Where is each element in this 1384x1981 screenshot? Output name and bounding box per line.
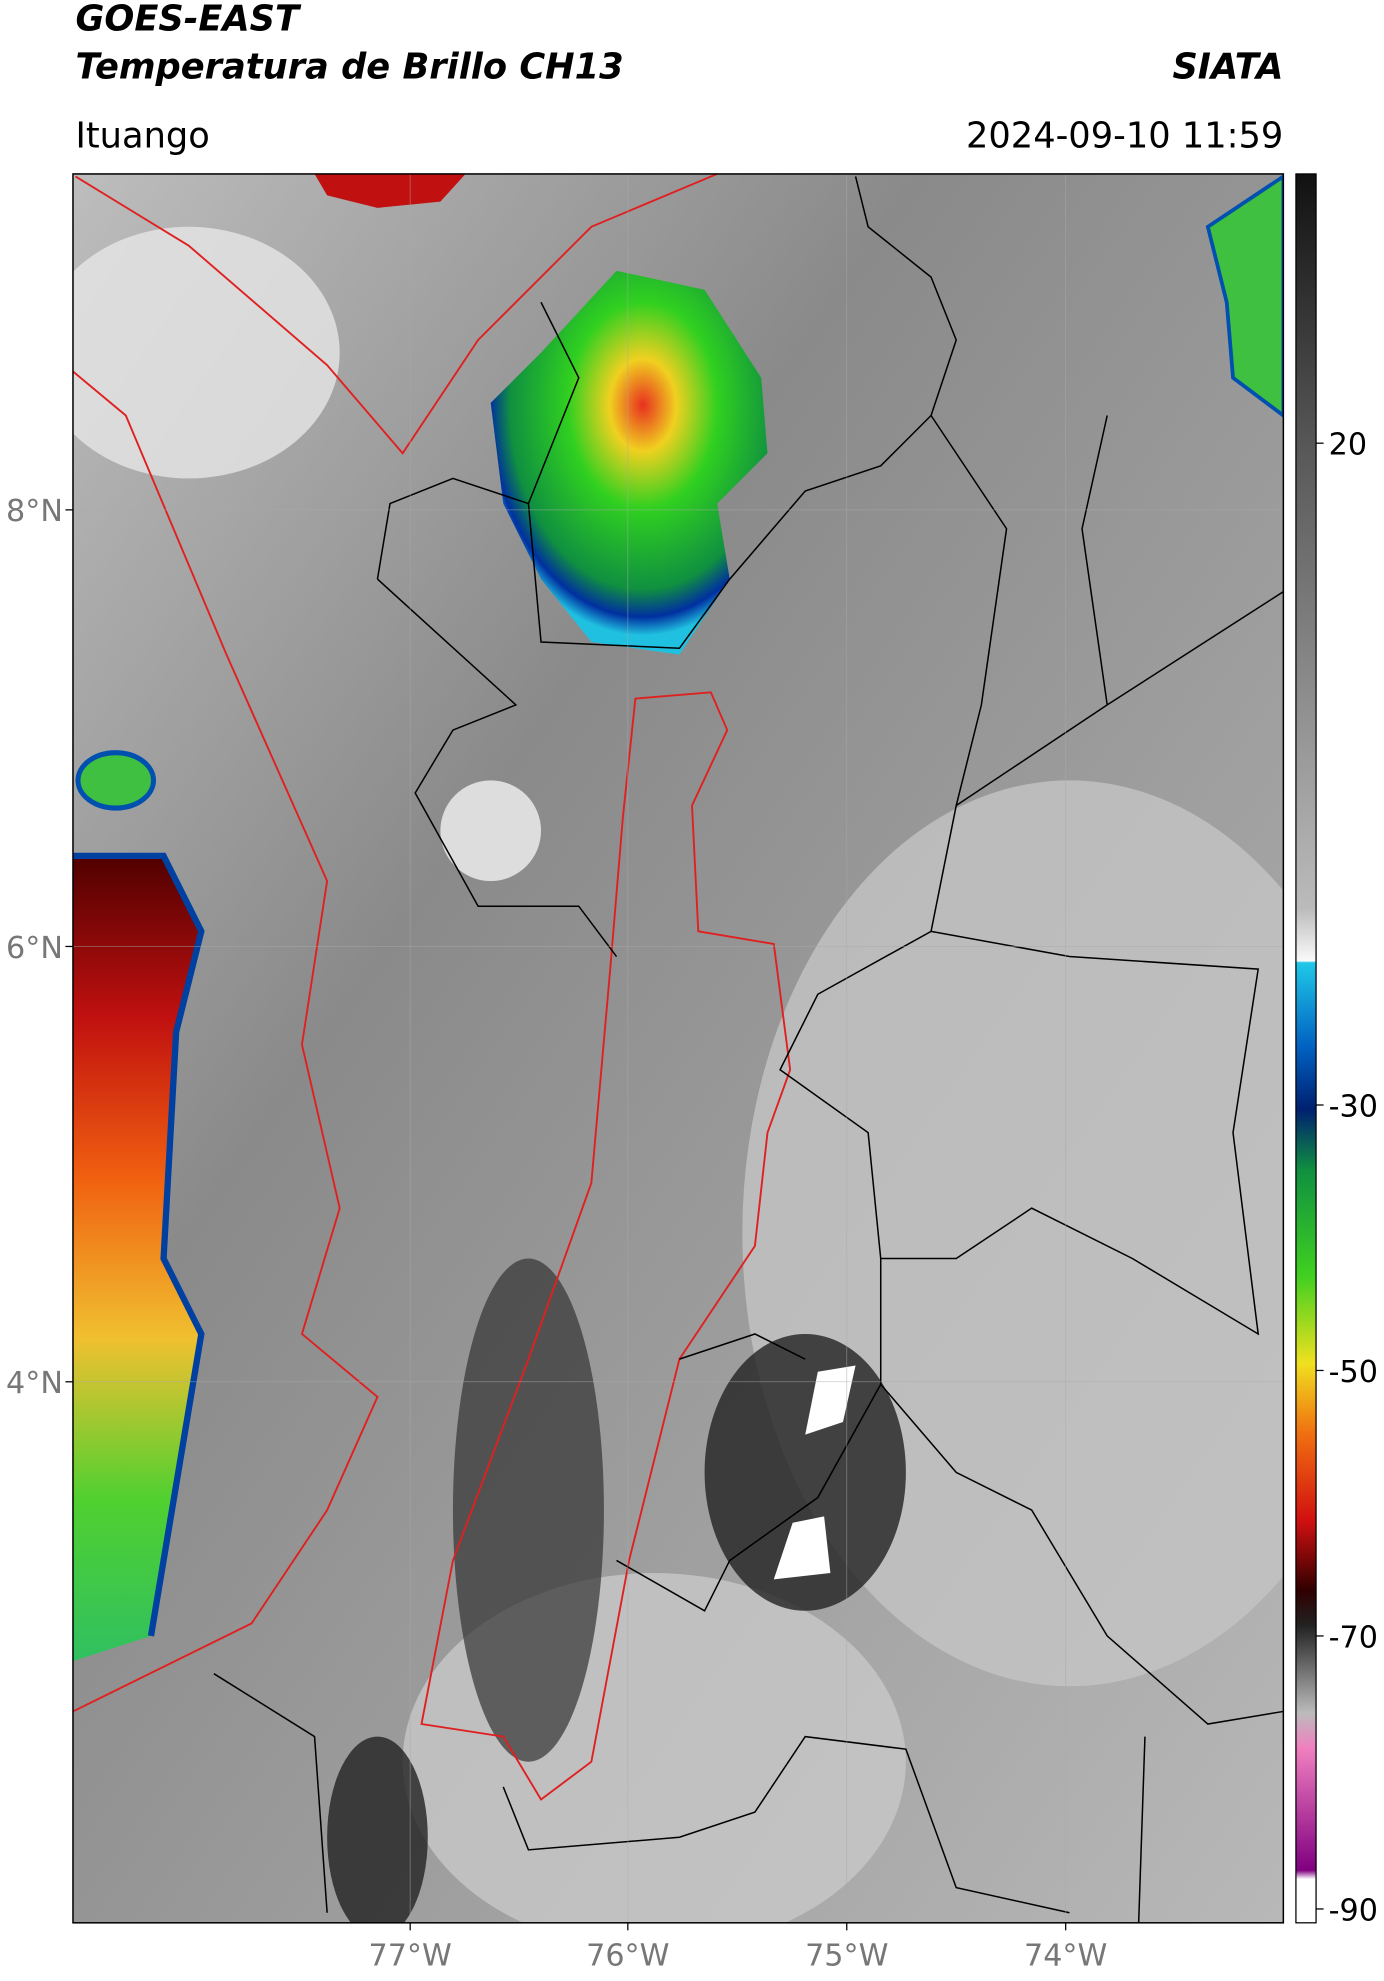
source: SIATA: [1172, 46, 1283, 87]
map-frame: [72, 173, 1285, 1924]
lon-tick-label: 75°W: [805, 1939, 888, 1974]
datetime: 2024-09-10 11:59: [966, 116, 1283, 157]
region: Ituango: [75, 116, 209, 157]
lat-tick-label: 8°N: [6, 494, 63, 529]
colorbar: [1295, 173, 1317, 1924]
lon-tick-label: 74°W: [1024, 1939, 1107, 1974]
colorbar-tick-label: -30: [1329, 1089, 1378, 1124]
colorbar-ticks: 20 -30 -50 -70 -90: [1316, 428, 1378, 1928]
lon-tick-label: 77°W: [368, 1939, 451, 1974]
lon-ticks: 77°W 76°W 75°W 74°W: [368, 1922, 1107, 1974]
lon-tick-label: 76°W: [586, 1939, 669, 1974]
lat-tick-label: 6°N: [6, 931, 63, 966]
map: [72, 173, 1284, 1923]
subtitle: Temperatura de Brillo CH13: [75, 46, 623, 87]
colorbar-tick-label: 20: [1329, 428, 1367, 463]
colorbar-tick-label: -90: [1329, 1893, 1378, 1928]
colorbar-tick-label: -70: [1329, 1620, 1378, 1655]
lat-tick-label: 4°N: [6, 1366, 63, 1401]
title: GOES-EAST: [75, 0, 302, 40]
lat-ticks: 8°N 6°N 4°N: [6, 494, 73, 1401]
colorbar-tick-label: -50: [1329, 1355, 1378, 1390]
